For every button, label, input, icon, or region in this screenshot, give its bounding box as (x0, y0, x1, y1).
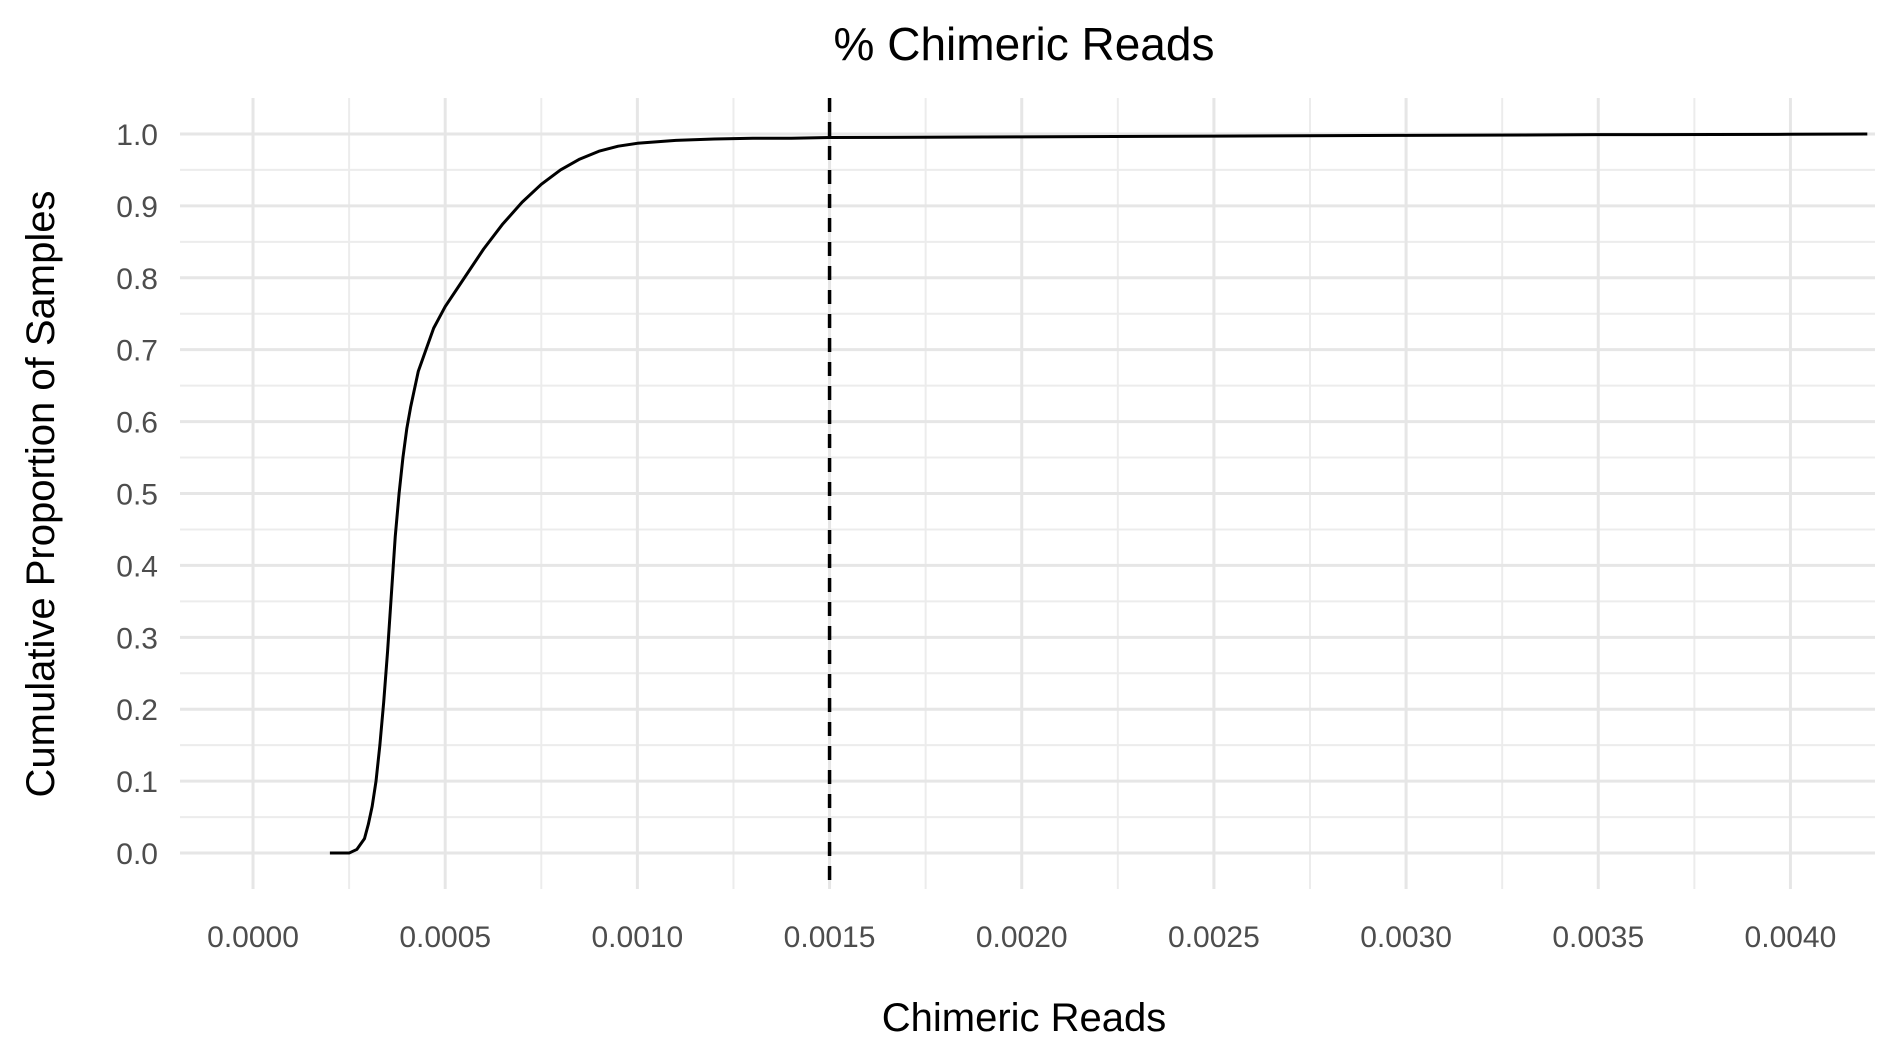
x-tick-label: 0.0005 (399, 921, 491, 954)
x-tick-label: 0.0015 (784, 921, 876, 954)
y-tick-label: 0.5 (116, 479, 158, 512)
y-tick-label: 0.8 (116, 263, 158, 296)
chart-title: % Chimeric Reads (834, 18, 1215, 70)
y-tick-label: 0.3 (116, 622, 158, 655)
x-axis-title: Chimeric Reads (882, 996, 1167, 1040)
x-tick-label: 0.0035 (1552, 921, 1644, 954)
y-tick-label: 0.1 (116, 766, 158, 799)
y-tick-label: 0.2 (116, 694, 158, 727)
x-tick-label: 0.0000 (207, 921, 299, 954)
y-tick-label: 0.9 (116, 191, 158, 224)
y-tick-label: 0.7 (116, 335, 158, 368)
x-tick-label: 0.0010 (591, 921, 683, 954)
x-tick-label: 0.0030 (1360, 921, 1452, 954)
grid (180, 98, 1875, 889)
y-axis-title: Cumulative Proportion of Samples (19, 191, 63, 798)
x-tick-label: 0.0020 (976, 921, 1068, 954)
y-tick-label: 0.0 (116, 838, 158, 871)
series-line (329, 132, 1868, 855)
x-tick-label: 0.0040 (1745, 921, 1837, 954)
x-axis-ticks: 0.0000 0.0005 0.0010 0.0015 0.0020 0.0025 0.00… (207, 921, 1836, 954)
y-axis-ticks: 0.0 0.1 0.2 0.3 0.4 0.5 0.6 0.7 0.8 0.9 1.0 (116, 119, 158, 871)
y-tick-label: 1.0 (116, 119, 158, 152)
y-tick-label: 0.6 (116, 407, 158, 440)
x-tick-label: 0.0025 (1168, 921, 1260, 954)
y-tick-label: 0.4 (116, 550, 158, 583)
